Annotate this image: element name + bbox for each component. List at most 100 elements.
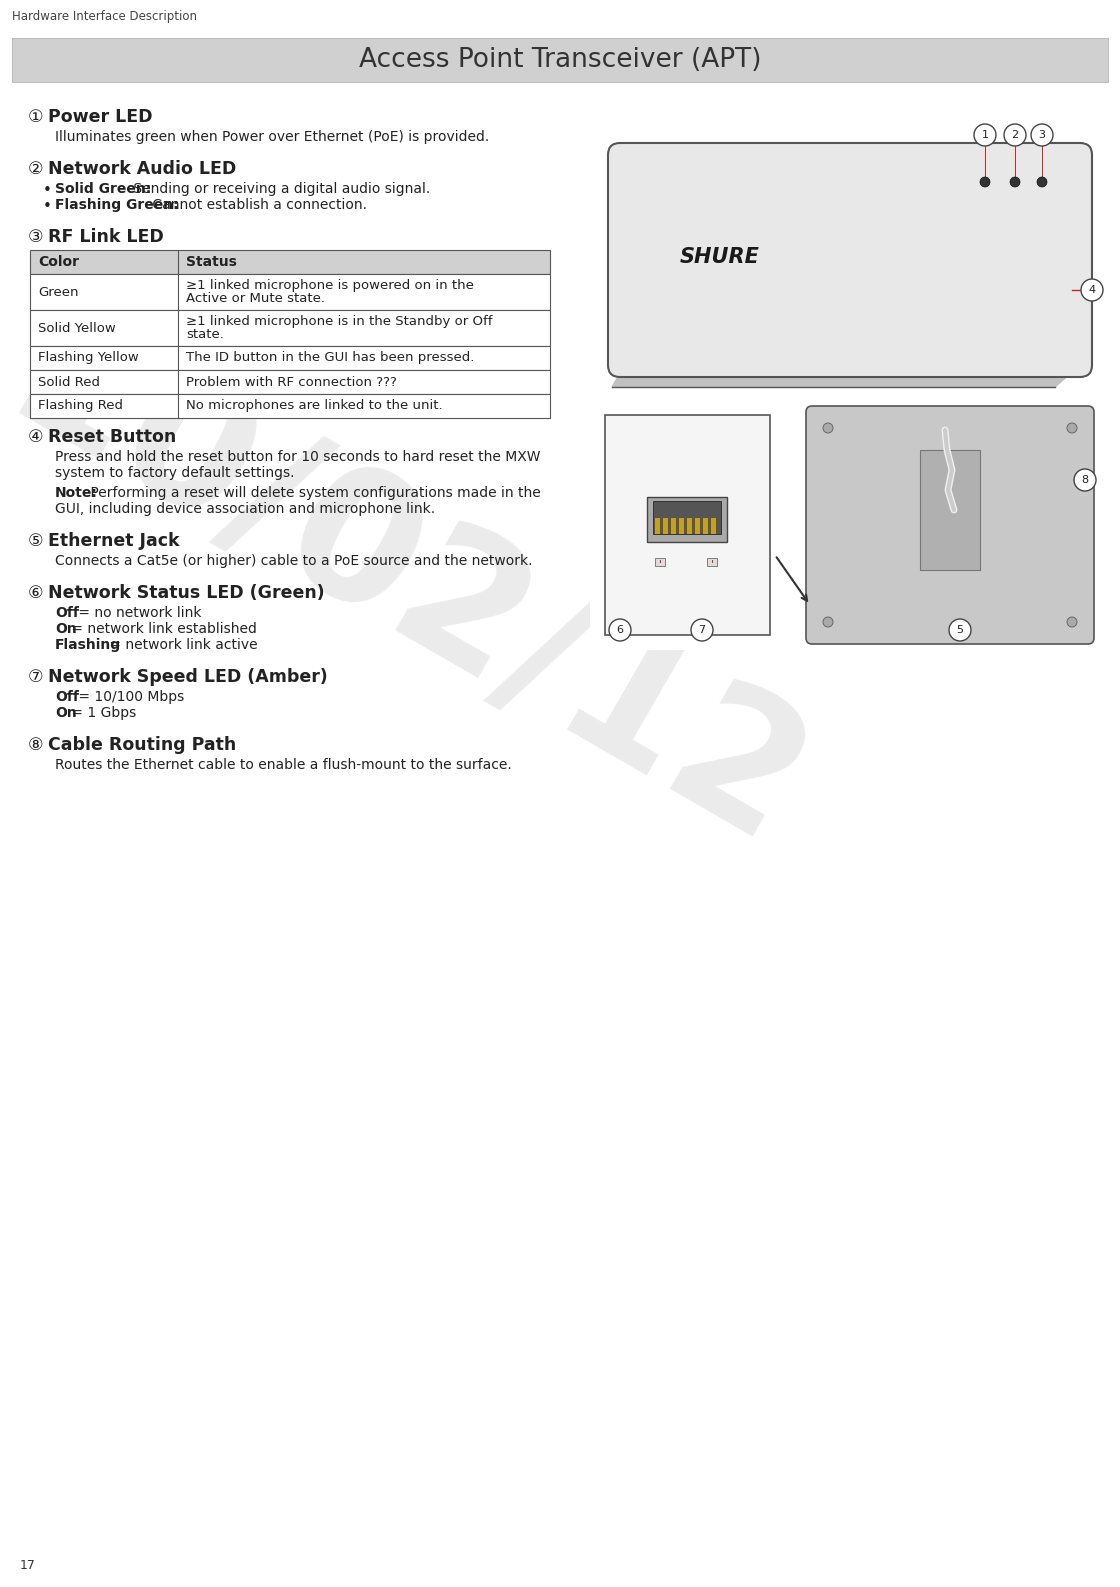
FancyBboxPatch shape [806,406,1094,644]
Bar [671,517,676,533]
Text: 4: 4 [1089,286,1095,295]
Text: = no network link: = no network link [74,606,202,621]
Bar [655,559,665,567]
Polygon shape [612,365,1080,387]
Bar [605,414,771,635]
Bar [655,517,660,533]
Bar [30,309,550,346]
Circle shape [949,619,971,641]
Text: On: On [55,622,77,636]
Text: Solid Red: Solid Red [38,376,100,389]
Text: Flashing Yellow: Flashing Yellow [38,351,139,365]
Bar [30,275,550,309]
Text: Routes the Ethernet cable to enable a flush-mount to the surface.: Routes the Ethernet cable to enable a fl… [55,759,512,771]
Bar [30,370,550,394]
Text: ≥1 linked microphone is in the Standby or Off: ≥1 linked microphone is in the Standby o… [186,314,493,327]
Bar [653,501,721,533]
Text: Status: Status [186,256,236,270]
Circle shape [1074,470,1096,490]
Text: Network Status LED (Green): Network Status LED (Green) [48,584,325,601]
Bar [30,394,550,417]
Text: 3: 3 [1038,130,1045,140]
Text: Access Point Transceiver (APT): Access Point Transceiver (APT) [358,48,762,73]
Circle shape [823,617,833,627]
Text: system to factory default settings.: system to factory default settings. [55,467,295,479]
Text: •: • [43,198,52,214]
Text: 6: 6 [616,625,624,635]
Circle shape [609,619,631,641]
Text: ⑥: ⑥ [28,584,44,601]
Text: ③: ③ [28,229,44,246]
Text: Network Audio LED: Network Audio LED [48,160,236,178]
Circle shape [823,424,833,433]
Text: = 1 Gbps: = 1 Gbps [67,706,137,720]
Text: ⑦: ⑦ [28,668,44,686]
Text: Flashing: Flashing [55,638,121,652]
Bar [30,251,550,275]
Bar [590,400,785,651]
Bar [703,517,708,533]
Text: Press and hold the reset button for 10 seconds to hard reset the MXW: Press and hold the reset button for 10 s… [55,451,541,463]
Text: •: • [43,183,52,198]
Text: ⑤: ⑤ [28,532,44,551]
FancyBboxPatch shape [608,143,1092,378]
Bar [12,38,1108,83]
Text: = network link active: = network link active [104,638,258,652]
Text: 17: 17 [20,1558,36,1573]
Bar [663,517,668,533]
Text: Sending or receiving a digital audio signal.: Sending or receiving a digital audio sig… [130,183,431,197]
Bar [920,451,980,570]
Text: Green: Green [38,286,78,298]
Circle shape [974,124,996,146]
Text: Illuminates green when Power over Ethernet (PoE) is provided.: Illuminates green when Power over Ethern… [55,130,489,144]
Text: Cable Routing Path: Cable Routing Path [48,736,236,754]
Text: GUI, including device association and microphone link.: GUI, including device association and mi… [55,501,436,516]
Text: 7: 7 [699,625,706,635]
Text: Off: Off [55,606,78,621]
Circle shape [1081,279,1103,302]
Text: 2: 2 [1011,130,1018,140]
Text: On: On [55,706,77,720]
Text: ②: ② [28,160,44,178]
Circle shape [980,178,990,187]
Bar [711,517,716,533]
Text: Performing a reset will delete system configurations made in the: Performing a reset will delete system co… [86,486,541,500]
Text: Flashing Green:: Flashing Green: [55,198,178,213]
Circle shape [1032,124,1053,146]
Text: ①: ① [28,108,44,125]
Bar [647,497,727,543]
Text: Cannot establish a connection.: Cannot establish a connection. [148,198,367,213]
Text: ≥1 linked microphone is powered on in the: ≥1 linked microphone is powered on in th… [186,278,474,292]
Circle shape [1004,124,1026,146]
Text: Active or Mute state.: Active or Mute state. [186,292,325,306]
Bar [590,105,1100,386]
Circle shape [1067,617,1077,627]
Bar [696,517,700,533]
Text: Note:: Note: [55,486,97,500]
Circle shape [1067,424,1077,433]
Bar [687,517,692,533]
Bar [800,400,1100,651]
Circle shape [1010,178,1020,187]
Text: Flashing Red: Flashing Red [38,400,123,413]
Text: SHURE: SHURE [680,248,759,267]
Text: The ID button in the GUI has been pressed.: The ID button in the GUI has been presse… [186,351,475,365]
Text: ④: ④ [28,428,44,446]
Text: Off: Off [55,690,78,705]
Text: Power LED: Power LED [48,108,152,125]
Circle shape [691,619,713,641]
Text: = network link established: = network link established [67,622,258,636]
Text: Reset Button: Reset Button [48,428,176,446]
Text: Problem with RF connection ???: Problem with RF connection ??? [186,376,396,389]
Text: Ethernet Jack: Ethernet Jack [48,532,179,551]
Text: Network Speed LED (Amber): Network Speed LED (Amber) [48,668,328,686]
Text: Hardware Interface Description: Hardware Interface Description [12,10,197,22]
Text: 10/02/12: 10/02/12 [0,292,832,887]
Bar [679,517,684,533]
Text: RF Link LED: RF Link LED [48,229,164,246]
Text: Color: Color [38,256,80,270]
Text: = 10/100 Mbps: = 10/100 Mbps [74,690,184,705]
Circle shape [1037,178,1047,187]
Text: 8: 8 [1082,475,1089,486]
Text: Solid Green:: Solid Green: [55,183,151,197]
